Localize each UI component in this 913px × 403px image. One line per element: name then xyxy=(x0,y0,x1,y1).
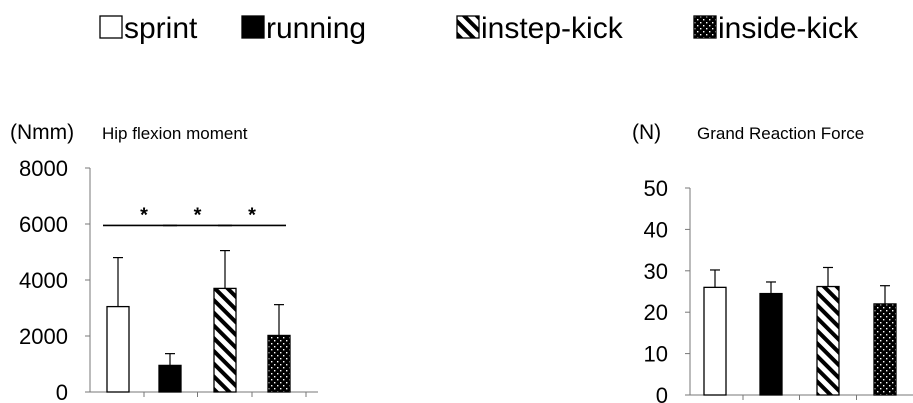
y-tick-label: 50 xyxy=(644,176,668,201)
bar-sprint xyxy=(106,305,130,393)
y-tick-label: 2000 xyxy=(19,324,68,349)
y-tick-label: 0 xyxy=(56,380,68,403)
hip-flexion-chart: (Nmm) Hip flexion moment 0 2000 4000 6000 80… xyxy=(10,121,318,403)
bar-instep-kick xyxy=(816,285,840,396)
legend-label: sprint xyxy=(124,12,198,45)
bar-instep-kick xyxy=(213,287,237,393)
y-tick-label: 10 xyxy=(644,342,668,367)
legend-item-running: running xyxy=(241,12,366,45)
legend-swatch xyxy=(99,15,123,39)
chart-title: Grand Reaction Force xyxy=(697,124,864,143)
legend-label: instep-kick xyxy=(481,12,624,45)
bar-running xyxy=(158,364,182,393)
bar-inside-kick xyxy=(267,334,291,393)
significance-star: * xyxy=(140,204,148,226)
legend-item-inside-kick: inside-kick xyxy=(693,12,859,45)
legend-label: inside-kick xyxy=(718,12,859,45)
bar-running xyxy=(759,292,783,396)
y-unit-label: (Nmm) xyxy=(10,121,74,144)
legend-label: running xyxy=(266,12,366,45)
chart-title: Hip flexion moment xyxy=(102,124,248,143)
legend-item-sprint: sprint xyxy=(99,12,198,45)
legend-swatch xyxy=(693,15,717,39)
ground-reaction-force-chart: (N) Grand Reaction Force 0 10 20 30 40 50 xyxy=(632,121,913,403)
bar-inside-kick xyxy=(873,303,897,396)
significance-star: * xyxy=(248,204,256,226)
y-tick-label: 40 xyxy=(644,217,668,242)
y-tick-label: 0 xyxy=(656,383,668,403)
chart-legend: sprint running instep-kick inside-kick xyxy=(99,12,859,45)
significance-star: * xyxy=(194,204,202,226)
bar-sprint xyxy=(703,286,727,396)
y-tick-label: 8000 xyxy=(19,156,68,181)
legend-swatch xyxy=(241,15,265,39)
y-tick-label: 6000 xyxy=(19,212,68,237)
y-tick-label: 20 xyxy=(644,300,668,325)
y-tick-label: 4000 xyxy=(19,268,68,293)
legend-item-instep-kick: instep-kick xyxy=(456,12,624,45)
legend-swatch xyxy=(456,15,480,39)
y-unit-label: (N) xyxy=(632,121,661,144)
y-tick-label: 30 xyxy=(644,259,668,284)
